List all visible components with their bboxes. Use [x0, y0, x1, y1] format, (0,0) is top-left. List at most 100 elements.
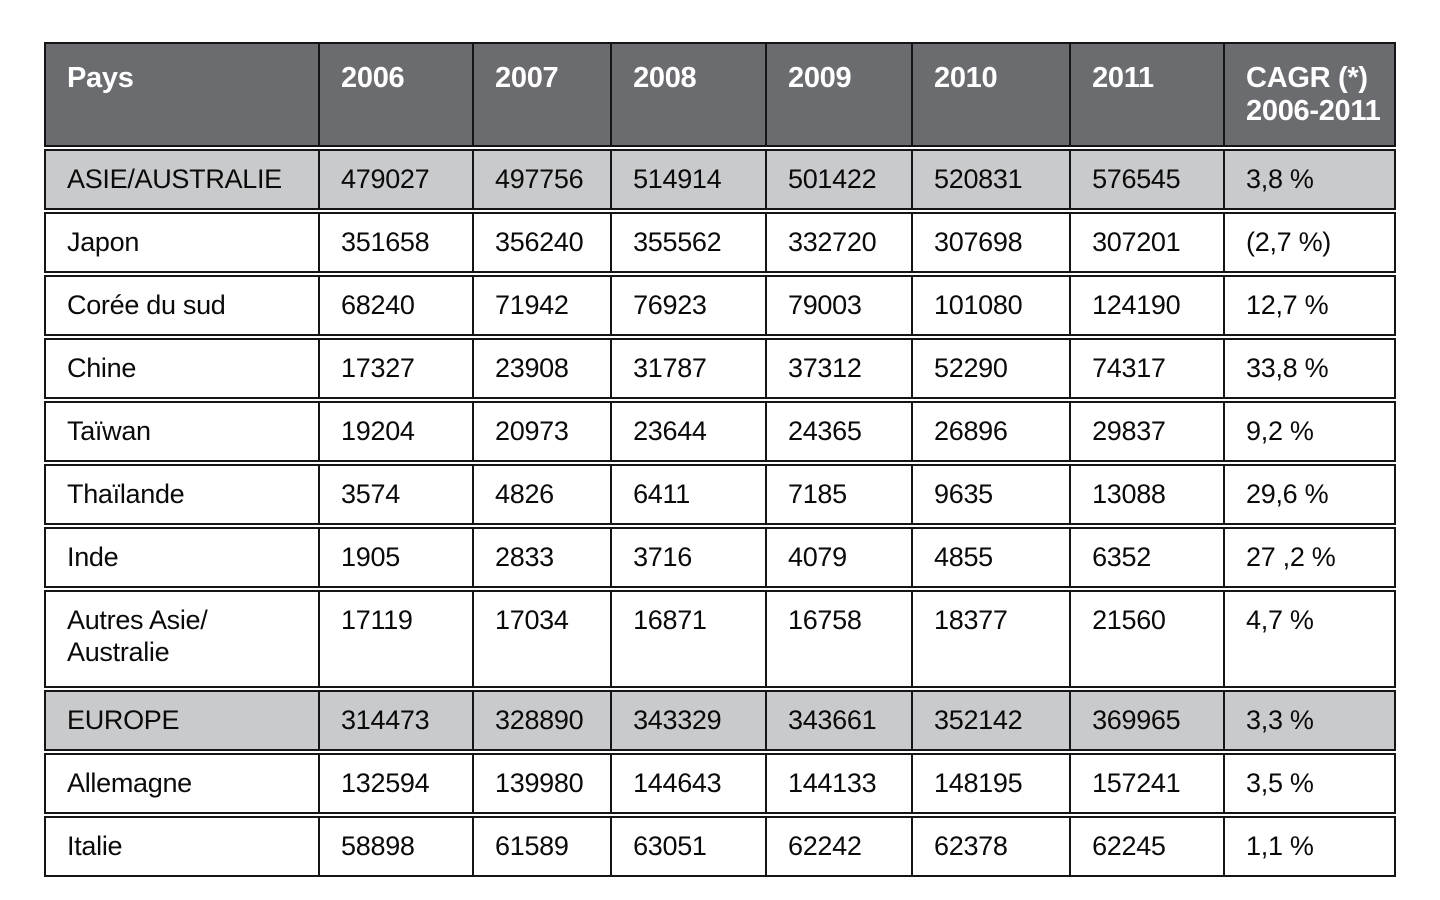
- table-row-country: Autres Asie/ Australie 17119 17034 16871 167…: [44, 590, 1396, 688]
- header-year-2010: 2010: [911, 42, 1070, 147]
- header-cagr-line1: CAGR (*): [1246, 62, 1368, 94]
- header-cagr: CAGR (*) 2006-2011: [1223, 42, 1396, 147]
- value-cell: 3716: [610, 527, 765, 588]
- value-cell: 356240: [472, 212, 611, 273]
- value-cell: 576545: [1069, 149, 1224, 210]
- country-name-cell: Inde: [44, 527, 319, 588]
- value-cell: 352142: [911, 690, 1070, 751]
- country-name-cell: Thaïlande: [44, 464, 319, 525]
- country-name-cell: Japon: [44, 212, 319, 273]
- value-cell: 52290: [911, 338, 1070, 399]
- value-cell: 343329: [610, 690, 765, 751]
- value-cell: 307698: [911, 212, 1070, 273]
- header-year-2006: 2006: [318, 42, 473, 147]
- value-cell: 17119: [318, 590, 473, 688]
- country-name-cell: EUROPE: [44, 690, 319, 751]
- value-cell: 63051: [610, 816, 765, 877]
- value-cell: 58898: [318, 816, 473, 877]
- value-cell: 74317: [1069, 338, 1224, 399]
- value-cell: 23908: [472, 338, 611, 399]
- value-cell: 76923: [610, 275, 765, 336]
- value-cell: 17327: [318, 338, 473, 399]
- value-cell: 20973: [472, 401, 611, 462]
- value-cell: 13088: [1069, 464, 1224, 525]
- value-cell: 4855: [911, 527, 1070, 588]
- value-cell: 328890: [472, 690, 611, 751]
- table-body: ASIE/AUSTRALIE 479027 497756 514914 501422 52…: [44, 149, 1396, 877]
- value-cell: 6352: [1069, 527, 1224, 588]
- table-row-country: Japon 351658 356240 355562 332720 307698 30720…: [44, 212, 1396, 273]
- value-cell: 307201: [1069, 212, 1224, 273]
- header-year-2007: 2007: [472, 42, 611, 147]
- country-name-cell: Allemagne: [44, 753, 319, 814]
- value-cell: 144643: [610, 753, 765, 814]
- value-cell: 1905: [318, 527, 473, 588]
- country-name-cell: Corée du sud: [44, 275, 319, 336]
- value-cell: 68240: [318, 275, 473, 336]
- value-cell: 332720: [765, 212, 912, 273]
- header-country: Pays: [44, 42, 319, 147]
- value-cell: 2833: [472, 527, 611, 588]
- table-row-region: ASIE/AUSTRALIE 479027 497756 514914 501422 52…: [44, 149, 1396, 210]
- value-cell: 79003: [765, 275, 912, 336]
- value-cell: 479027: [318, 149, 473, 210]
- value-cell: 157241: [1069, 753, 1224, 814]
- cagr-cell: 12,7 %: [1223, 275, 1396, 336]
- table-row-country: Italie 58898 61589 63051 62242 62378 62245 1,1 …: [44, 816, 1396, 877]
- cagr-cell: 3,8 %: [1223, 149, 1396, 210]
- value-cell: 351658: [318, 212, 473, 273]
- value-cell: 71942: [472, 275, 611, 336]
- cagr-cell: 9,2 %: [1223, 401, 1396, 462]
- value-cell: 24365: [765, 401, 912, 462]
- value-cell: 520831: [911, 149, 1070, 210]
- country-name-cell: Italie: [44, 816, 319, 877]
- table-row-country: Allemagne 132594 139980 144643 144133 148195 1…: [44, 753, 1396, 814]
- value-cell: 62242: [765, 816, 912, 877]
- header-year-2009: 2009: [765, 42, 912, 147]
- value-cell: 139980: [472, 753, 611, 814]
- value-cell: 369965: [1069, 690, 1224, 751]
- value-cell: 62378: [911, 816, 1070, 877]
- table-row-country: Inde 1905 2833 3716 4079 4855 6352 27 ,2 %: [44, 527, 1396, 588]
- table-row-country: Chine 17327 23908 31787 37312 52290 74317 33,8 …: [44, 338, 1396, 399]
- country-name-cell: ASIE/AUSTRALIE: [44, 149, 319, 210]
- country-name-cell: Chine: [44, 338, 319, 399]
- value-cell: 3574: [318, 464, 473, 525]
- value-cell: 31787: [610, 338, 765, 399]
- table-row-region: EUROPE 314473 328890 343329 343661 352142 3699…: [44, 690, 1396, 751]
- value-cell: 37312: [765, 338, 912, 399]
- table-row-country: Taïwan 19204 20973 23644 24365 26896 29837 9,2 …: [44, 401, 1396, 462]
- value-cell: 18377: [911, 590, 1070, 688]
- value-cell: 16758: [765, 590, 912, 688]
- value-cell: 343661: [765, 690, 912, 751]
- value-cell: 6411: [610, 464, 765, 525]
- value-cell: 62245: [1069, 816, 1224, 877]
- value-cell: 29837: [1069, 401, 1224, 462]
- cagr-cell: (2,7 %): [1223, 212, 1396, 273]
- value-cell: 4079: [765, 527, 912, 588]
- country-name-cell: Taïwan: [44, 401, 319, 462]
- cagr-cell: 29,6 %: [1223, 464, 1396, 525]
- header-cagr-line2: 2006-2011: [1246, 95, 1381, 128]
- cagr-cell: 27 ,2 %: [1223, 527, 1396, 588]
- value-cell: 355562: [610, 212, 765, 273]
- header-row: Pays 2006 2007 2008 2009 2010 2011 CAGR …: [44, 42, 1396, 147]
- value-cell: 501422: [765, 149, 912, 210]
- value-cell: 101080: [911, 275, 1070, 336]
- country-name-cell: Autres Asie/ Australie: [44, 590, 319, 688]
- value-cell: 16871: [610, 590, 765, 688]
- value-cell: 124190: [1069, 275, 1224, 336]
- value-cell: 148195: [911, 753, 1070, 814]
- header-year-2011: 2011: [1069, 42, 1224, 147]
- value-cell: 23644: [610, 401, 765, 462]
- table-header: Pays 2006 2007 2008 2009 2010 2011 CAGR …: [44, 42, 1396, 147]
- cagr-cell: 3,3 %: [1223, 690, 1396, 751]
- table-row-country: Thaïlande 3574 4826 6411 7185 9635 13088 29,6 %: [44, 464, 1396, 525]
- value-cell: 132594: [318, 753, 473, 814]
- value-cell: 314473: [318, 690, 473, 751]
- table-row-country: Corée du sud 68240 71942 76923 79003 101080 12…: [44, 275, 1396, 336]
- value-cell: 7185: [765, 464, 912, 525]
- value-cell: 4826: [472, 464, 611, 525]
- value-cell: 17034: [472, 590, 611, 688]
